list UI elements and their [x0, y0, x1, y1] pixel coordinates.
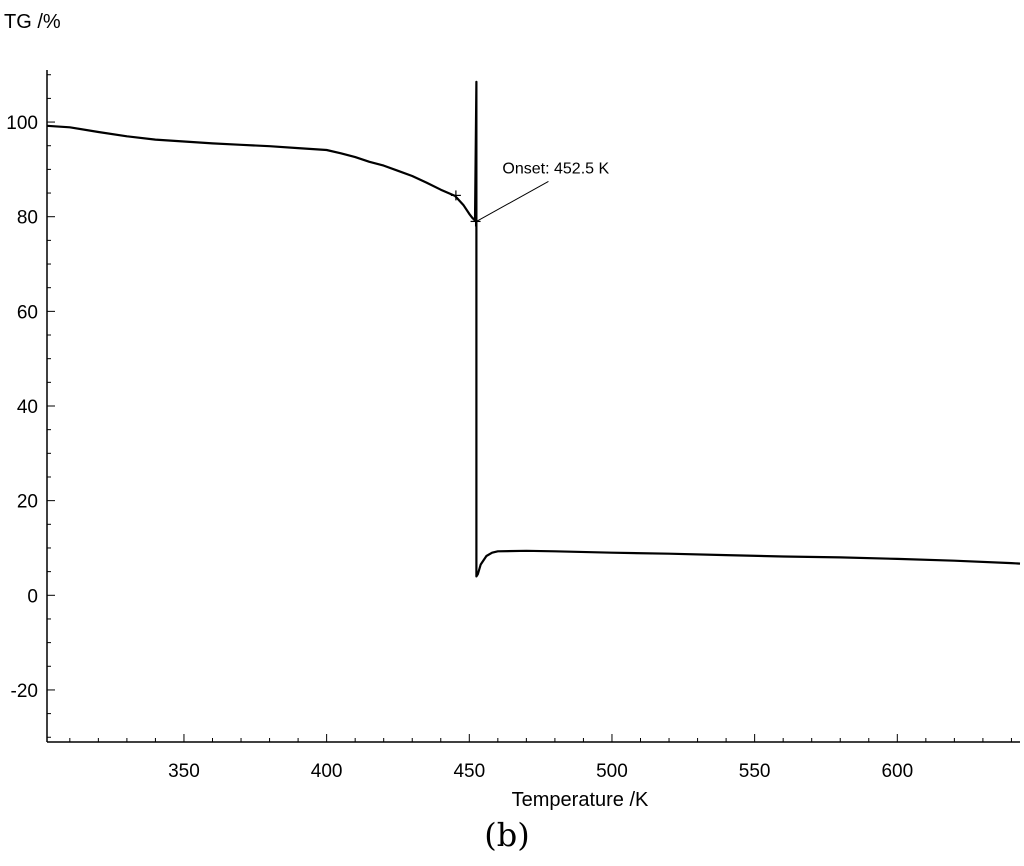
- y-tick-label: 60: [17, 302, 38, 323]
- series-line-tg: [46, 80, 1021, 578]
- panel-label: (b): [484, 816, 529, 854]
- plus-marker: [450, 190, 461, 201]
- x-tick-labels: 350 400 450 500 550 600: [168, 761, 913, 782]
- y-tick-labels: 100 80 60 40 20 0 -20: [6, 113, 38, 702]
- x-tick-label: 350: [168, 761, 200, 782]
- axes: [46, 70, 1020, 743]
- y-tick-label: 0: [27, 586, 38, 607]
- x-tick-label: 500: [596, 761, 628, 782]
- onset-annotation: Onset: 452.5 K: [502, 160, 609, 177]
- x-tick-label: 600: [881, 761, 913, 782]
- x-axis-title: Temperature /K: [512, 789, 649, 811]
- y-tick-label: 40: [17, 397, 38, 418]
- y-axis-title: TG /%: [4, 11, 61, 33]
- y-tick-label: 20: [17, 492, 38, 513]
- x-tick-label: 450: [453, 761, 485, 782]
- y-tick-label: 80: [17, 208, 38, 229]
- annotation-leader-line: [476, 180, 549, 222]
- plus-marker: [470, 216, 481, 227]
- x-tick-label: 400: [311, 761, 343, 782]
- y-tick-label: 100: [6, 113, 38, 134]
- x-tick-label: 550: [739, 761, 771, 782]
- y-tick-label: -20: [11, 681, 38, 702]
- onset-markers: [450, 190, 481, 227]
